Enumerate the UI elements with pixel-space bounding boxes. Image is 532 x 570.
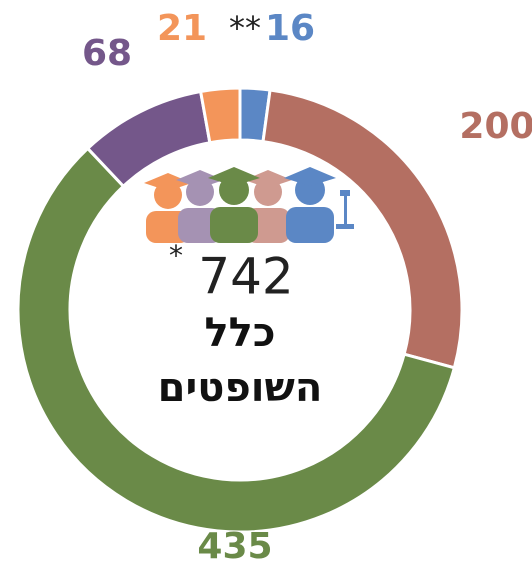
donut-segment (198, 86, 242, 145)
center-line: השופטים (158, 365, 323, 411)
center-line: כלל (204, 310, 275, 356)
value-label: 21 (157, 8, 207, 49)
value-label: 435 (197, 526, 272, 567)
total-note: * (169, 239, 183, 272)
judges-icon (144, 167, 354, 243)
value-label: 200 (459, 106, 532, 147)
value-label: 16 (265, 8, 315, 49)
donut-segment (16, 146, 457, 534)
total: 742 (198, 248, 293, 306)
annotation: ** (229, 9, 261, 47)
value-label: 68 (82, 33, 132, 74)
